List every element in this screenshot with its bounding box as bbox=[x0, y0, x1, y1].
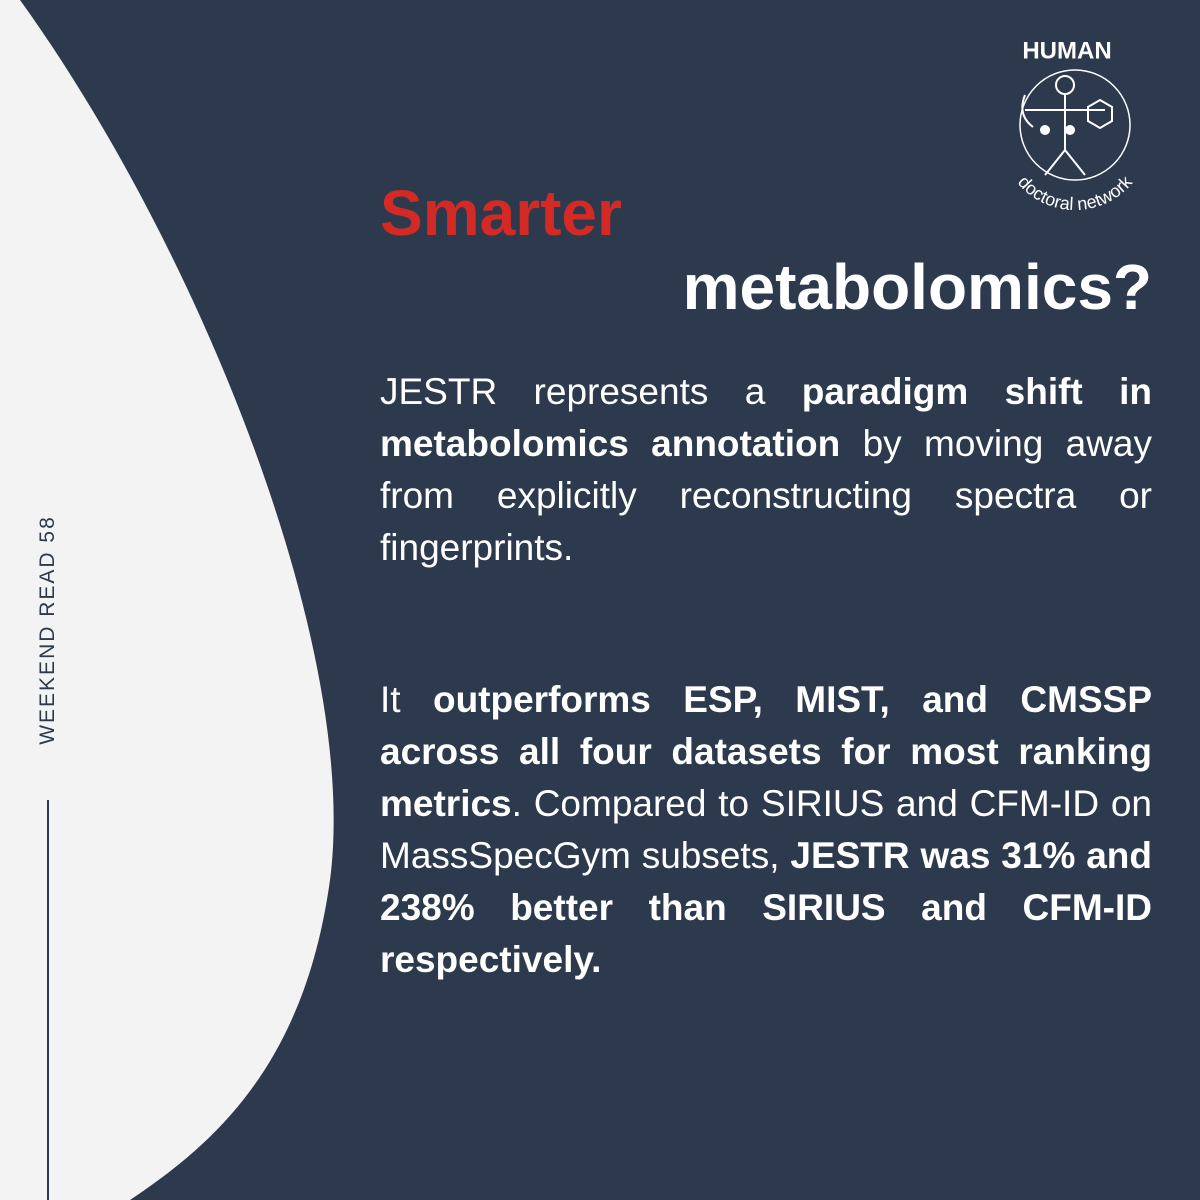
text: . Compared to SIRIUS and CFM-ID on MassS… bbox=[380, 783, 1152, 876]
logo-subtitle-path: doctoral network bbox=[1014, 171, 1137, 214]
text: JESTR represents a bbox=[380, 371, 802, 412]
heading-line2: metabolomics? bbox=[682, 251, 1152, 323]
bold-text: outperforms ESP, MIST, and CMSSP across … bbox=[380, 679, 1153, 824]
logo-title: HUMAN bbox=[1022, 37, 1111, 64]
text: by moving away from explicitly reconstru… bbox=[380, 423, 1153, 568]
logo-subtitle: doctoral network bbox=[1014, 171, 1137, 214]
logo bbox=[1019, 69, 1131, 181]
paragraph: It outperforms ESP, MIST, and CMSSP acro… bbox=[380, 674, 1152, 986]
heading-line1: Smarter bbox=[380, 177, 622, 249]
paragraph: JESTR represents a paradigm shift in met… bbox=[380, 366, 1152, 574]
side-label: WEEKEND READ 58 bbox=[36, 515, 59, 745]
bold-text: JESTR was 31% and 238% better than SIRIU… bbox=[380, 835, 1153, 980]
bold-text: paradigm shift in metabolomics annotatio… bbox=[380, 371, 1153, 464]
curved-panel bbox=[0, 0, 334, 1200]
text: It bbox=[380, 679, 433, 720]
